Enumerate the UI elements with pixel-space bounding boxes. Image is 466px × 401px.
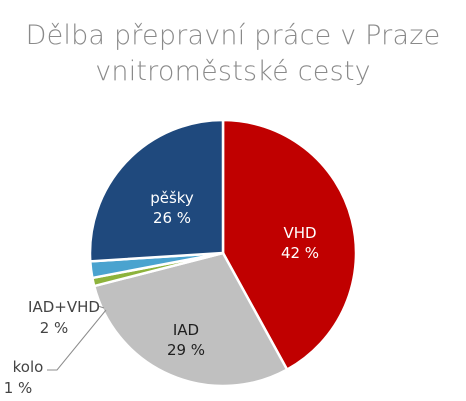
slice-label-kolo: kolo — [13, 358, 44, 376]
slice-label-iad-vhd: IAD+VHD — [28, 298, 100, 316]
slice-value-iad: 29 % — [167, 341, 205, 359]
slice-value-iad-vhd: 2 % — [40, 319, 69, 337]
slice-label-vhd: VHD — [283, 224, 316, 242]
leader-line-kolo — [47, 309, 107, 371]
chart-title-line-1: Dělba přepravní práce v Praze — [25, 20, 441, 51]
leader-line-iad-vhd — [97, 305, 105, 309]
slice-label-p-ky: pěšky — [150, 189, 194, 207]
chart-title: Dělba přepravní práce v Praze vnitroměst… — [0, 18, 466, 90]
chart-title-line-2: vnitroměstské cesty — [95, 56, 371, 87]
slice-value-vhd: 42 % — [281, 244, 319, 262]
pie-slice-vhd — [221, 118, 358, 371]
slice-value-p-ky: 26 % — [153, 209, 191, 227]
pie-slice-p-ky — [88, 118, 225, 263]
slice-value-kolo: 1 % — [4, 379, 33, 397]
slice-label-iad: IAD — [173, 321, 199, 339]
